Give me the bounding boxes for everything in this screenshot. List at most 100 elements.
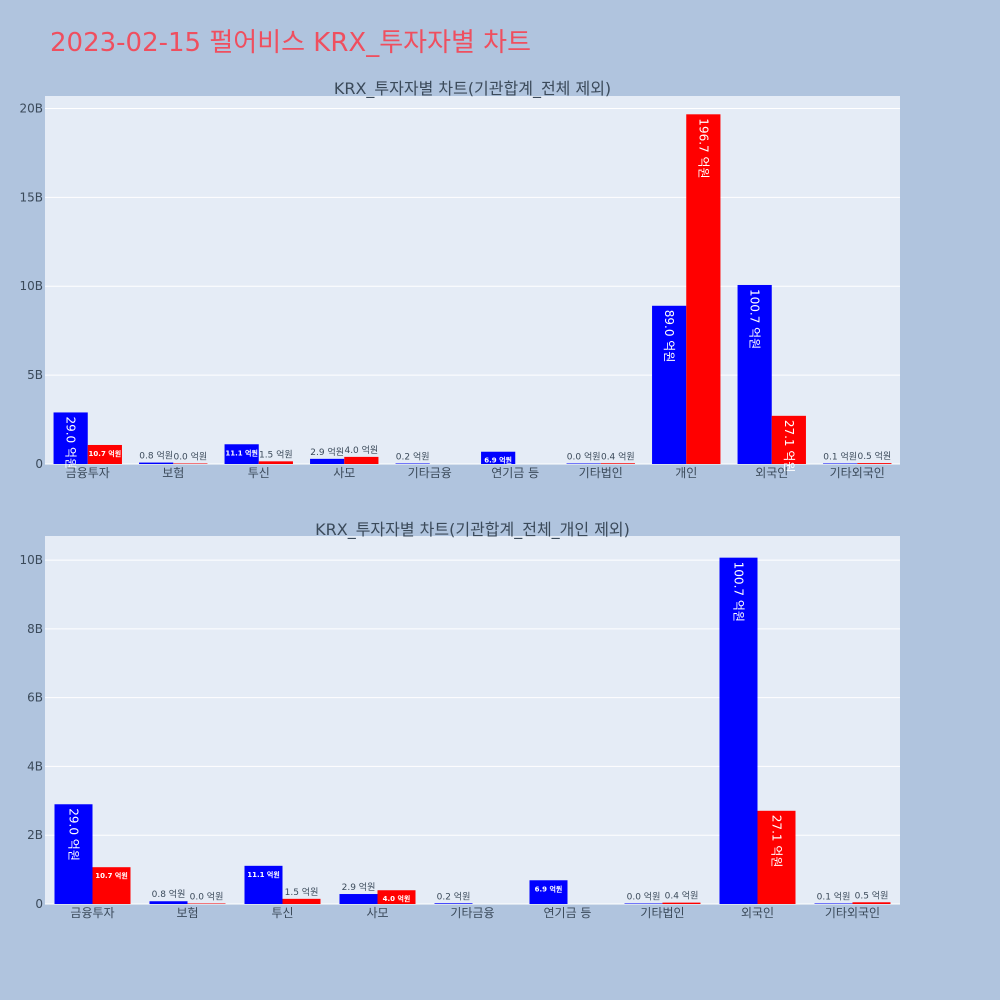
chart1-xtick-label: 외국인: [755, 466, 788, 480]
chart1-bar[interactable]: [481, 451, 516, 464]
chart1-data-label: 2.9 억원: [310, 446, 344, 458]
chart2-data-label: 0.8 억원: [152, 888, 186, 900]
chart1-data-label: 0.2 억원: [396, 451, 430, 463]
chart1-data-label: 0.0 억원: [173, 451, 207, 463]
chart1-bar[interactable]: [566, 463, 601, 465]
chart1-bar[interactable]: [857, 463, 892, 464]
chart1-data-label: 11.1 억원: [225, 448, 258, 457]
chart1-bar[interactable]: [310, 458, 345, 464]
chart1-xtick-label: 연기금 등: [491, 466, 539, 480]
chart1-data-label: 196.7 억원: [696, 118, 710, 178]
chart1-bar[interactable]: [823, 463, 858, 465]
chart1-bar[interactable]: [652, 305, 687, 464]
chart1-data-label: 100.7 억원: [748, 289, 762, 349]
chart2-bar[interactable]: [282, 898, 321, 904]
chart2-data-label: 4.0 억원: [383, 894, 411, 903]
chart1-data-label: 0.5 억원: [857, 450, 891, 462]
chart1-ytick-label: 10B: [19, 279, 43, 293]
chart1-xtick-label: 기타금융: [408, 466, 452, 480]
chart2-data-label: 0.5 억원: [855, 889, 889, 901]
chart1-data-label: 29.0 억원: [64, 416, 78, 469]
chart1-bar[interactable]: [344, 456, 379, 464]
chart2-bar[interactable]: [244, 865, 283, 904]
chart2-title: KRX_투자자별 차트(기관합계_전체_개인 제외): [315, 520, 630, 540]
chart1-data-label: 89.0 억원: [662, 310, 676, 363]
chart2-data-label: 1.5 억원: [285, 886, 319, 898]
chart2-bar[interactable]: [187, 903, 226, 905]
chart2-bar[interactable]: [757, 810, 796, 904]
chart2-bar[interactable]: [529, 880, 568, 904]
chart2-data-label: 100.7 억원: [732, 562, 746, 622]
chart2-xtick-label: 보험: [176, 906, 198, 920]
chart2-bar[interactable]: [434, 903, 473, 904]
chart1-data-label: 0.4 억원: [601, 450, 635, 462]
chart1-bar[interactable]: [139, 462, 174, 464]
chart2-ytick-label: 10B: [19, 553, 43, 567]
chart2-data-label: 10.7 억원: [95, 871, 128, 880]
chart2-data-label: 0.4 억원: [665, 890, 699, 902]
chart1-data-label: 4.0 억원: [344, 444, 378, 456]
chart1-xtick-label: 투신: [248, 466, 270, 480]
chart1-bar[interactable]: [53, 412, 88, 464]
chart2-xtick-label: 금융투자: [70, 906, 114, 920]
chart2-data-label: 0.1 억원: [817, 891, 851, 903]
chart2-xtick-label: 외국인: [741, 906, 774, 920]
chart2-xtick-label: 기타법인: [640, 906, 684, 920]
chart1-bar[interactable]: [686, 114, 721, 465]
chart1-bar[interactable]: [258, 461, 293, 464]
chart1-data-label: 6.9 억원: [484, 456, 512, 465]
chart2-xtick-label: 투신: [271, 906, 293, 920]
chart1-ytick-label: 20B: [19, 101, 43, 115]
chart1-bar[interactable]: [771, 415, 806, 464]
chart1-ytick-label: 5B: [27, 368, 43, 382]
chart1-bar[interactable]: [600, 463, 635, 464]
chart2-data-label: 0.0 억원: [627, 891, 661, 903]
chart2-bar[interactable]: [92, 867, 131, 904]
chart1-data-label: 0.8 억원: [139, 450, 173, 462]
page-title: 2023-02-15 펄어비스 KRX_투자자별 차트: [50, 28, 532, 58]
chart1-data-label: 10.7 억원: [89, 449, 122, 458]
chart2-ytick-label: 4B: [27, 759, 43, 773]
chart2-bar[interactable]: [624, 903, 663, 905]
chart2-bar[interactable]: [54, 804, 93, 904]
chart2-bar[interactable]: [377, 890, 416, 904]
chart1-data-label: 0.1 억원: [823, 451, 857, 463]
chart2-bar[interactable]: [662, 902, 701, 904]
chart1-xtick-label: 사모: [333, 466, 355, 480]
chart2-bar[interactable]: [852, 902, 891, 904]
chart2-bar[interactable]: [149, 901, 188, 904]
chart2-data-label: 2.9 억원: [342, 881, 376, 893]
chart2-xtick-label: 기타외국인: [825, 906, 880, 920]
chart1-bar[interactable]: [173, 463, 208, 465]
chart1-bar[interactable]: [737, 284, 772, 464]
chart1-bar[interactable]: [87, 444, 122, 464]
chart2-data-label: 11.1 억원: [247, 870, 280, 879]
chart2-bar[interactable]: [339, 894, 378, 904]
chart2-ytick-label: 2B: [27, 828, 43, 842]
chart2-data-label: 6.9 억원: [535, 884, 563, 893]
chart1-data-label: 27.1 억원: [782, 420, 796, 473]
chart2-data-label: 0.2 억원: [437, 890, 471, 902]
chart1-xtick-label: 기타외국인: [830, 466, 885, 480]
chart2-ytick-label: 6B: [27, 691, 43, 705]
chart1-data-label: 1.5 억원: [259, 448, 293, 460]
chart1-xtick-label: 보험: [162, 466, 184, 480]
chart2-data-label: 29.0 억원: [67, 808, 81, 861]
chart2-data-label: 0.0 억원: [190, 891, 224, 903]
chart2-xtick-label: 기타금융: [450, 906, 494, 920]
chart1-xtick-label: 금융투자: [66, 466, 110, 480]
chart1-data-label: 0.0 억원: [567, 451, 601, 463]
chart1-ytick-label: 15B: [19, 190, 43, 204]
chart2-data-label: 27.1 억원: [770, 815, 784, 868]
chart2-ytick-label: 0: [35, 897, 43, 911]
chart1-bar[interactable]: [395, 463, 430, 465]
chart2-bar[interactable]: [814, 903, 853, 905]
chart2-xtick-label: 연기금 등: [544, 906, 592, 920]
chart2-ytick-label: 8B: [27, 622, 43, 636]
chart1-xtick-label: 기타법인: [579, 466, 623, 480]
chart2-bar[interactable]: [719, 557, 758, 904]
chart1-xtick-label: 개인: [675, 466, 697, 480]
chart2-xtick-label: 사모: [366, 906, 388, 920]
chart1-bar[interactable]: [224, 444, 259, 464]
